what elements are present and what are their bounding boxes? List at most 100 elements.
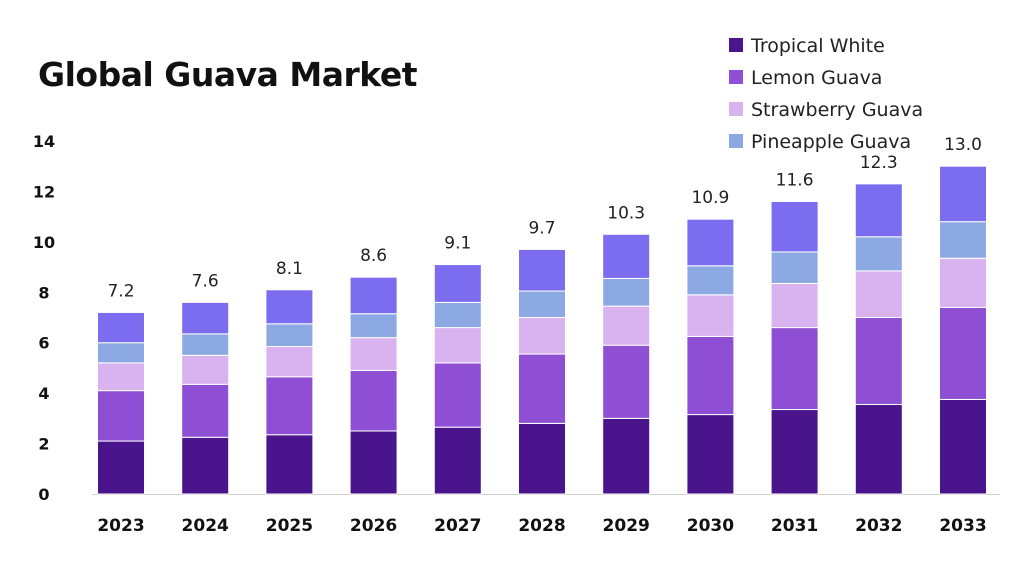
bar-segment-2028-s2	[518, 317, 566, 355]
y-tick-label: 12	[33, 182, 55, 201]
total-label-2030: 10.9	[691, 188, 729, 208]
bar-segment-2031-s1	[770, 327, 819, 411]
y-tick-label: 14	[33, 132, 55, 151]
legend-label: Pineapple Guava	[751, 131, 911, 153]
bar-segment-2023-s1	[97, 390, 145, 442]
legend-swatch	[729, 102, 743, 116]
bar-segment-2030-s1	[686, 335, 735, 416]
x-tick-label: 2026	[350, 516, 397, 536]
bar-segment-2032-s3	[854, 236, 903, 272]
bar-segment-2028-s3	[518, 290, 566, 318]
bar-segment-2023-s0	[97, 440, 145, 495]
x-tick-label: 2027	[434, 516, 481, 536]
bar-segment-2029-s4	[602, 233, 651, 279]
total-label-2033: 13.0	[944, 135, 982, 155]
x-tick-label: 2032	[855, 516, 902, 536]
bar-segment-2026-s0	[349, 430, 398, 495]
bar-segment-2029-s1	[602, 344, 651, 419]
bar-segment-2025-s0	[265, 434, 314, 495]
bar-segment-2032-s2	[854, 270, 903, 319]
bar-segment-2024-s3	[181, 333, 230, 356]
bar-segment-2031-s4	[770, 201, 819, 253]
y-axis: 0 2 4 6 8 10 12 14	[33, 132, 1000, 504]
bar-segment-2024-s1	[181, 383, 230, 438]
bar-segment-2026-s3	[349, 313, 398, 339]
total-labels: 7.2 7.6 8.1 8.6 9.1 9.7 10.3 10.9 11.6 12.3 13.0	[107, 135, 981, 301]
bar-segment-2025-s4	[265, 289, 314, 325]
bar-segment-2023-s2	[97, 362, 145, 392]
legend-swatch	[729, 38, 743, 52]
bar-segment-2032-s0	[854, 403, 903, 495]
bar-segment-2033-s1	[939, 306, 987, 400]
bar-segment-2023-s4	[97, 311, 145, 344]
bar-segment-2031-s2	[770, 282, 819, 329]
x-tick-label: 2033	[939, 516, 986, 536]
bar-segment-2025-s2	[265, 345, 314, 378]
bar-segment-2032-s1	[854, 317, 903, 405]
bar-segment-2027-s2	[433, 327, 482, 364]
total-label-2025: 8.1	[276, 259, 303, 279]
bar-segment-2030-s3	[686, 265, 735, 296]
total-label-2024: 7.6	[192, 271, 219, 291]
bar-segment-2027-s3	[433, 301, 482, 329]
bar-segment-2024-s2	[181, 354, 230, 385]
y-tick-label: 10	[33, 233, 55, 252]
x-tick-label: 2031	[771, 516, 818, 536]
legend-label: Lemon Guava	[751, 67, 882, 89]
bar-segment-2030-s2	[686, 294, 735, 337]
bar-segment-2026-s4	[349, 276, 398, 315]
total-label-2026: 8.6	[360, 246, 387, 266]
bar-segment-2028-s0	[518, 422, 566, 495]
x-tick-label: 2024	[182, 516, 229, 536]
bar-segment-2033-s4	[939, 165, 987, 223]
bar-segment-2027-s4	[433, 264, 482, 303]
y-tick-label: 0	[38, 485, 49, 504]
legend-label: Tropical White	[750, 35, 885, 57]
y-tick-label: 4	[38, 384, 49, 403]
y-tick-label: 8	[38, 283, 49, 302]
bar-segment-2024-s4	[181, 301, 230, 335]
bar-segment-2029-s2	[602, 305, 651, 346]
legend-label: Strawberry Guava	[751, 99, 923, 121]
total-label-2023: 7.2	[107, 281, 134, 301]
bar-segment-2026-s1	[349, 369, 398, 432]
x-tick-label: 2030	[687, 516, 734, 536]
y-tick-label: 2	[38, 435, 49, 454]
x-tick-label: 2025	[266, 516, 313, 536]
legend-swatch	[729, 70, 743, 84]
bar-segment-2029-s0	[602, 417, 651, 495]
bar-segment-2030-s0	[686, 414, 735, 495]
x-tick-label: 2028	[518, 516, 565, 536]
chart-title: Global Guava Market	[38, 55, 418, 94]
bar-segment-2025-s3	[265, 323, 314, 347]
total-label-2031: 11.6	[776, 171, 814, 191]
total-label-2032: 12.3	[860, 153, 898, 173]
bar-segment-2033-s3	[939, 221, 987, 259]
total-label-2029: 10.3	[607, 203, 645, 223]
bar-segment-2029-s3	[602, 277, 651, 307]
bar-segment-2023-s3	[97, 342, 145, 364]
bar-segment-2031-s0	[770, 409, 819, 495]
bars	[97, 165, 987, 495]
bar-segment-2032-s4	[854, 183, 903, 238]
bar-segment-2026-s2	[349, 337, 398, 371]
x-tick-label: 2029	[603, 516, 650, 536]
legend: Tropical White Lemon Guava Strawberry Guav…	[729, 35, 923, 153]
bar-segment-2030-s4	[686, 218, 735, 267]
bar-segment-2027-s1	[433, 362, 482, 428]
y-tick-label: 6	[38, 334, 49, 353]
bar-segment-2025-s1	[265, 376, 314, 436]
bar-segment-2028-s4	[518, 248, 566, 292]
legend-swatch	[729, 134, 743, 148]
x-axis: 2023 2024 2025 2026 2027 2028 2029 2030 2031 2032…	[97, 516, 986, 536]
bar-segment-2024-s0	[181, 436, 230, 495]
bar-segment-2031-s3	[770, 251, 819, 284]
total-label-2028: 9.7	[528, 218, 555, 238]
bar-segment-2028-s1	[518, 353, 566, 424]
bar-segment-2033-s0	[939, 398, 987, 495]
bar-segment-2027-s0	[433, 426, 482, 495]
total-label-2027: 9.1	[444, 234, 471, 254]
